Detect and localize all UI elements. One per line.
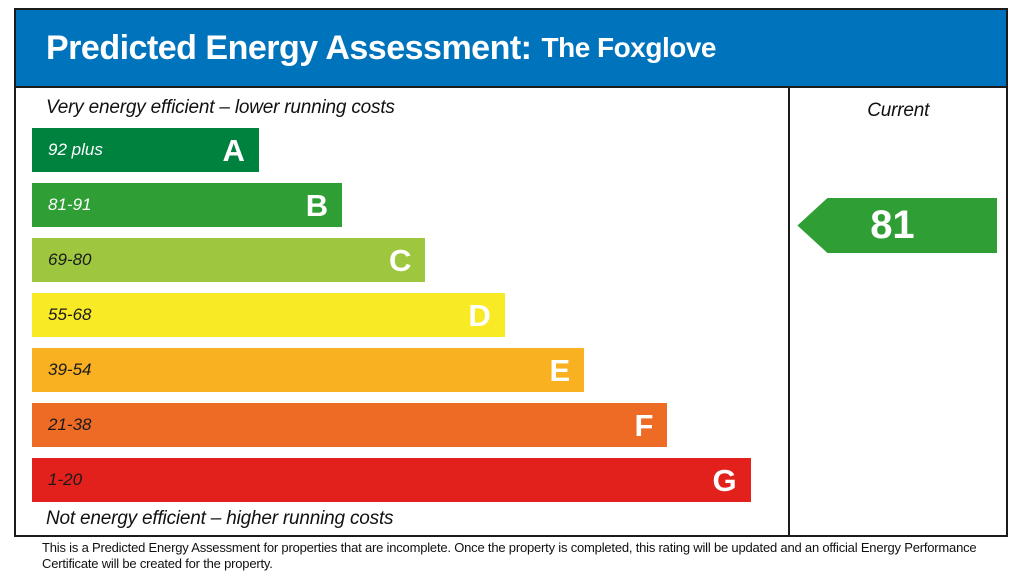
- band-row-f: 21-38 F: [32, 403, 788, 447]
- band-letter-label: C: [388, 242, 412, 278]
- current-column: Current 81: [788, 88, 1006, 535]
- band-row-e: 39-54 E: [32, 348, 788, 392]
- band-row-d: 55-68 D: [32, 293, 788, 337]
- top-caption: Very energy efficient – lower running co…: [46, 97, 395, 118]
- band-bar-b: 81-91 B: [32, 183, 343, 227]
- band-row-g: 1-20 G: [32, 458, 788, 502]
- rating-chart: Very energy efficient – lower running co…: [16, 88, 788, 535]
- band-row-a: 92 plus A: [32, 128, 788, 172]
- certificate-box: Predicted Energy Assessment: The Foxglov…: [14, 8, 1008, 537]
- band-letter-label: D: [468, 297, 491, 333]
- band-letter-label: F: [634, 407, 654, 443]
- bottom-caption: Not energy efficient – higher running co…: [46, 508, 394, 529]
- page-title: Predicted Energy Assessment:: [46, 28, 532, 67]
- current-rating-value: 81: [870, 203, 915, 247]
- band-range-label: 21-38: [48, 415, 92, 434]
- band-range-label: 92 plus: [48, 140, 103, 159]
- property-name: The Foxglove: [541, 32, 717, 63]
- band-row-b: 81-91 B: [32, 183, 788, 227]
- band-bar-e: 39-54 E: [32, 348, 585, 392]
- band-letter-label: B: [305, 187, 329, 223]
- band-range-label: 1-20: [48, 470, 83, 489]
- disclaimer-text: This is a Predicted Energy Assessment fo…: [42, 540, 977, 572]
- band-range-label: 69-80: [48, 250, 92, 269]
- band-bar-g: 1-20 G: [32, 458, 751, 502]
- band-row-c: 69-80 C: [32, 238, 788, 282]
- band-bar-d: 55-68 D: [32, 293, 505, 337]
- chart-content: Very energy efficient – lower running co…: [16, 88, 1006, 535]
- header-banner: Predicted Energy Assessment: The Foxglov…: [16, 10, 1006, 88]
- band-letter-label: E: [549, 352, 571, 388]
- band-bar-a: 92 plus A: [32, 128, 259, 172]
- band-range-label: 39-54: [48, 360, 92, 379]
- current-rating-arrow: 81: [797, 198, 998, 253]
- band-bar-f: 21-38 F: [32, 403, 668, 447]
- current-column-header: Current: [867, 100, 930, 121]
- band-bar-c: 69-80 C: [32, 238, 426, 282]
- bands-container: 92 plus A 81-91 B 69-80 C 55-68 D 39-54 E 21-38 F 1-…: [16, 128, 788, 502]
- band-range-label: 55-68: [48, 305, 92, 324]
- band-letter-label: A: [222, 132, 245, 168]
- band-range-label: 81-91: [48, 195, 92, 214]
- band-letter-label: G: [712, 462, 737, 498]
